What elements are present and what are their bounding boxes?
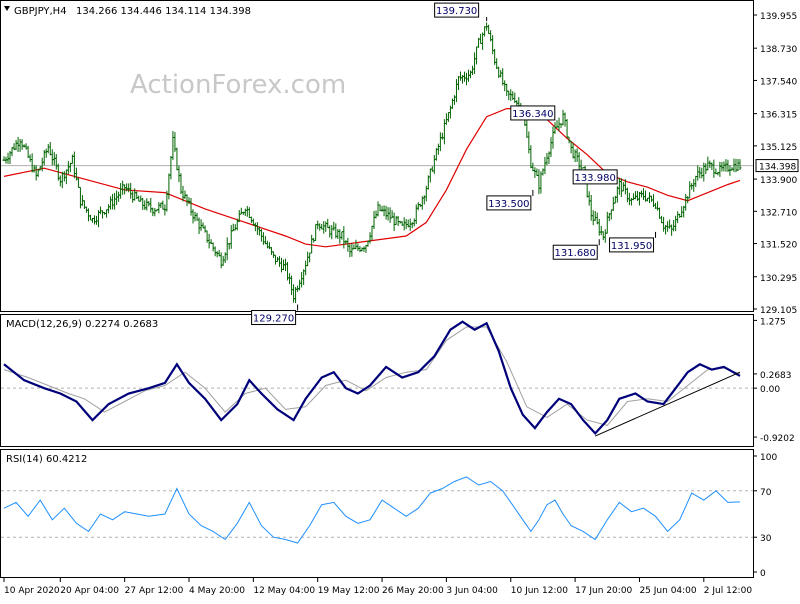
- rsi-tick-label: 70: [760, 488, 772, 498]
- time-tick-label: 19 May 12:00: [318, 586, 380, 596]
- price-annotation: 139.730: [434, 2, 488, 22]
- header-symbol: GBPJPY,H4: [14, 6, 67, 17]
- macd-tick-label: 0.2683: [760, 371, 792, 381]
- annotation-box: [486, 195, 532, 211]
- price-panel: [0, 0, 754, 312]
- time-tick-label: 2 Jul 12:00: [704, 586, 753, 596]
- price-annotation: 131.680: [552, 239, 600, 260]
- macd-axis: 1.275 0.2683 0.00 -0.9202: [753, 317, 795, 444]
- rsi-axis: 100 70 30 0: [753, 453, 777, 579]
- annotation-box: [572, 169, 618, 185]
- price-tick-label: 132.710: [760, 208, 797, 218]
- price-tick-label: 138.730: [760, 45, 797, 55]
- time-tick-label: 27 Apr 12:00: [125, 586, 184, 596]
- current-price-tag: 134.398: [755, 159, 799, 173]
- watermark: ActionForex.com: [130, 70, 346, 100]
- time-axis: 10 Apr 2020 20 Apr 04:00 27 Apr 12:00 4 May…: [3, 578, 753, 596]
- annotation-label: 136.340: [512, 109, 553, 120]
- price-tick-label: 131.520: [760, 241, 797, 251]
- rsi-tick-label: 100: [760, 453, 777, 463]
- chart-header: GBPJPY,H4 134.266 134.446 134.114 134.39…: [4, 6, 251, 17]
- header-triangle-icon: [4, 6, 10, 11]
- annotation-label: 133.500: [488, 199, 529, 210]
- time-tick-label: 25 Jun 04:00: [639, 586, 696, 596]
- rsi-line: [1, 476, 753, 544]
- annotation-label: 139.730: [436, 6, 477, 17]
- time-tick-label: 10 Jun 12:00: [511, 586, 568, 596]
- price-bars: [2, 22, 742, 303]
- macd-trendline: [595, 371, 741, 437]
- price-tick-label: 130.295: [760, 274, 797, 284]
- price-annotation: 136.340: [510, 105, 556, 121]
- macd-label: MACD(12,26,9) 0.2274 0.2683: [6, 319, 158, 330]
- time-tick-label: 10 Apr 2020: [4, 586, 60, 596]
- time-tick-label: 3 Jun 04:00: [446, 586, 498, 596]
- time-tick-label: 26 May 20:00: [382, 586, 444, 596]
- price-tick-label: 137.540: [760, 77, 797, 87]
- price-annotations: 139.730 136.340 133.500 133.980 131.680 131.9…: [251, 2, 657, 326]
- annotation-box: [251, 310, 297, 326]
- macd-tick-label: 1.275: [760, 317, 786, 327]
- rsi-tick-label: 0: [760, 569, 766, 579]
- current-price-label: 134.398: [759, 163, 796, 173]
- annotation-label: 131.950: [611, 241, 652, 252]
- macd-lines: [1, 320, 753, 437]
- macd-tick-label: -0.9202: [760, 434, 795, 444]
- annotation-box: [434, 2, 480, 18]
- price-tick-label: 139.955: [760, 12, 797, 22]
- macd-panel: [0, 314, 754, 447]
- header-ohlc: 134.266 134.446 134.114 134.398: [76, 6, 251, 17]
- annotation-label: 133.980: [574, 173, 615, 184]
- time-tick-label: 4 May 20:00: [189, 586, 245, 596]
- price-annotation: 131.950: [609, 231, 657, 253]
- price-tick-label: 136.315: [760, 111, 797, 121]
- price-annotation: 129.270: [251, 304, 299, 326]
- rsi-tick-label: 30: [760, 534, 772, 544]
- price-tick-label: 133.900: [760, 176, 797, 186]
- price-axis: 139.955 138.730 137.540 136.315 135.125 133.9…: [753, 12, 799, 316]
- macd-main-line: [3, 320, 741, 436]
- price-tick-label: 129.105: [760, 306, 797, 316]
- current-price-box: [755, 159, 799, 173]
- time-tick-label: 12 May 04:00: [253, 586, 315, 596]
- annotation-box: [609, 237, 655, 253]
- annotation-label: 131.680: [555, 248, 596, 259]
- ohlc-bar: [738, 159, 742, 171]
- rsi-label: RSI(14) 60.4212: [6, 454, 87, 465]
- rsi-panel: [0, 449, 754, 578]
- time-tick-label: 20 Apr 04:00: [60, 586, 119, 596]
- annotation-box: [510, 105, 556, 121]
- price-annotation: 133.980: [572, 169, 618, 185]
- price-annotation: 133.500: [486, 189, 534, 211]
- macd-signal-line: [3, 326, 741, 426]
- macd-tick-label: 0.00: [760, 385, 780, 395]
- rsi-series-line: [3, 476, 741, 544]
- time-tick-label: 17 Jun 20:00: [575, 586, 632, 596]
- annotation-label: 129.270: [253, 314, 294, 325]
- ma-line: [3, 107, 741, 248]
- price-tick-label: 135.125: [760, 143, 797, 153]
- moving-average: [3, 107, 741, 248]
- annotation-box: [552, 244, 598, 260]
